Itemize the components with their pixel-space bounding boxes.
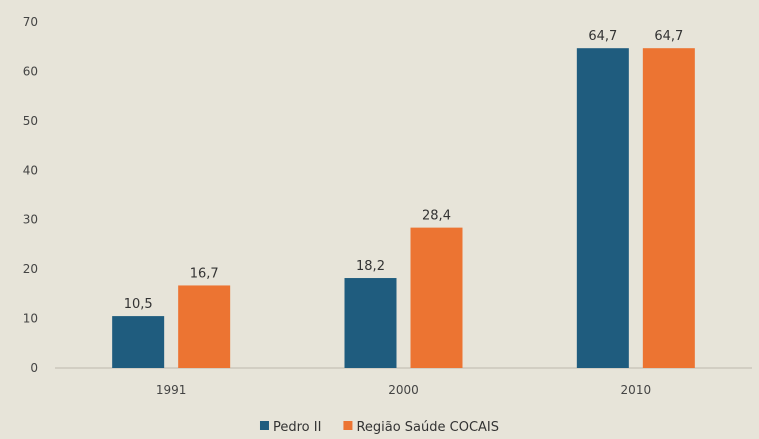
legend: Pedro II Região Saúde COCAIS	[259, 420, 499, 435]
data-labels: 10,5 16,7 18,2 28,4 64,7 64,7	[124, 29, 684, 312]
legend-label: Pedro II	[273, 420, 321, 435]
y-tick-label: 50	[23, 114, 38, 128]
data-label: 10,5	[124, 297, 153, 312]
bar	[642, 48, 695, 368]
y-tick-label: 70	[23, 15, 38, 29]
x-tick-label: 1991	[156, 383, 187, 397]
y-tick-label: 0	[30, 361, 38, 375]
x-tick-label: 2010	[621, 383, 652, 397]
bar	[178, 285, 231, 368]
bar	[344, 278, 397, 368]
data-label: 64,7	[588, 29, 617, 44]
bar	[112, 316, 165, 368]
y-tick-label: 10	[23, 312, 38, 326]
bar	[576, 48, 629, 368]
legend-swatch	[343, 421, 353, 430]
bars	[112, 48, 695, 368]
data-label: 28,4	[422, 209, 451, 224]
axes: 0 10 20 30 40 50 60 70 1991 2000 2010	[23, 15, 752, 397]
y-tick-label: 40	[23, 163, 38, 177]
legend-label: Região Saúde COCAIS	[356, 420, 499, 435]
data-label: 16,7	[190, 266, 219, 281]
data-label: 64,7	[654, 29, 683, 44]
y-tick-label: 60	[23, 64, 38, 78]
y-tick-label: 20	[23, 262, 38, 276]
data-label: 18,2	[356, 259, 385, 274]
y-tick-label: 30	[23, 213, 38, 227]
legend-swatch	[259, 421, 269, 430]
x-tick-label: 2000	[388, 383, 419, 397]
bar	[410, 227, 463, 368]
